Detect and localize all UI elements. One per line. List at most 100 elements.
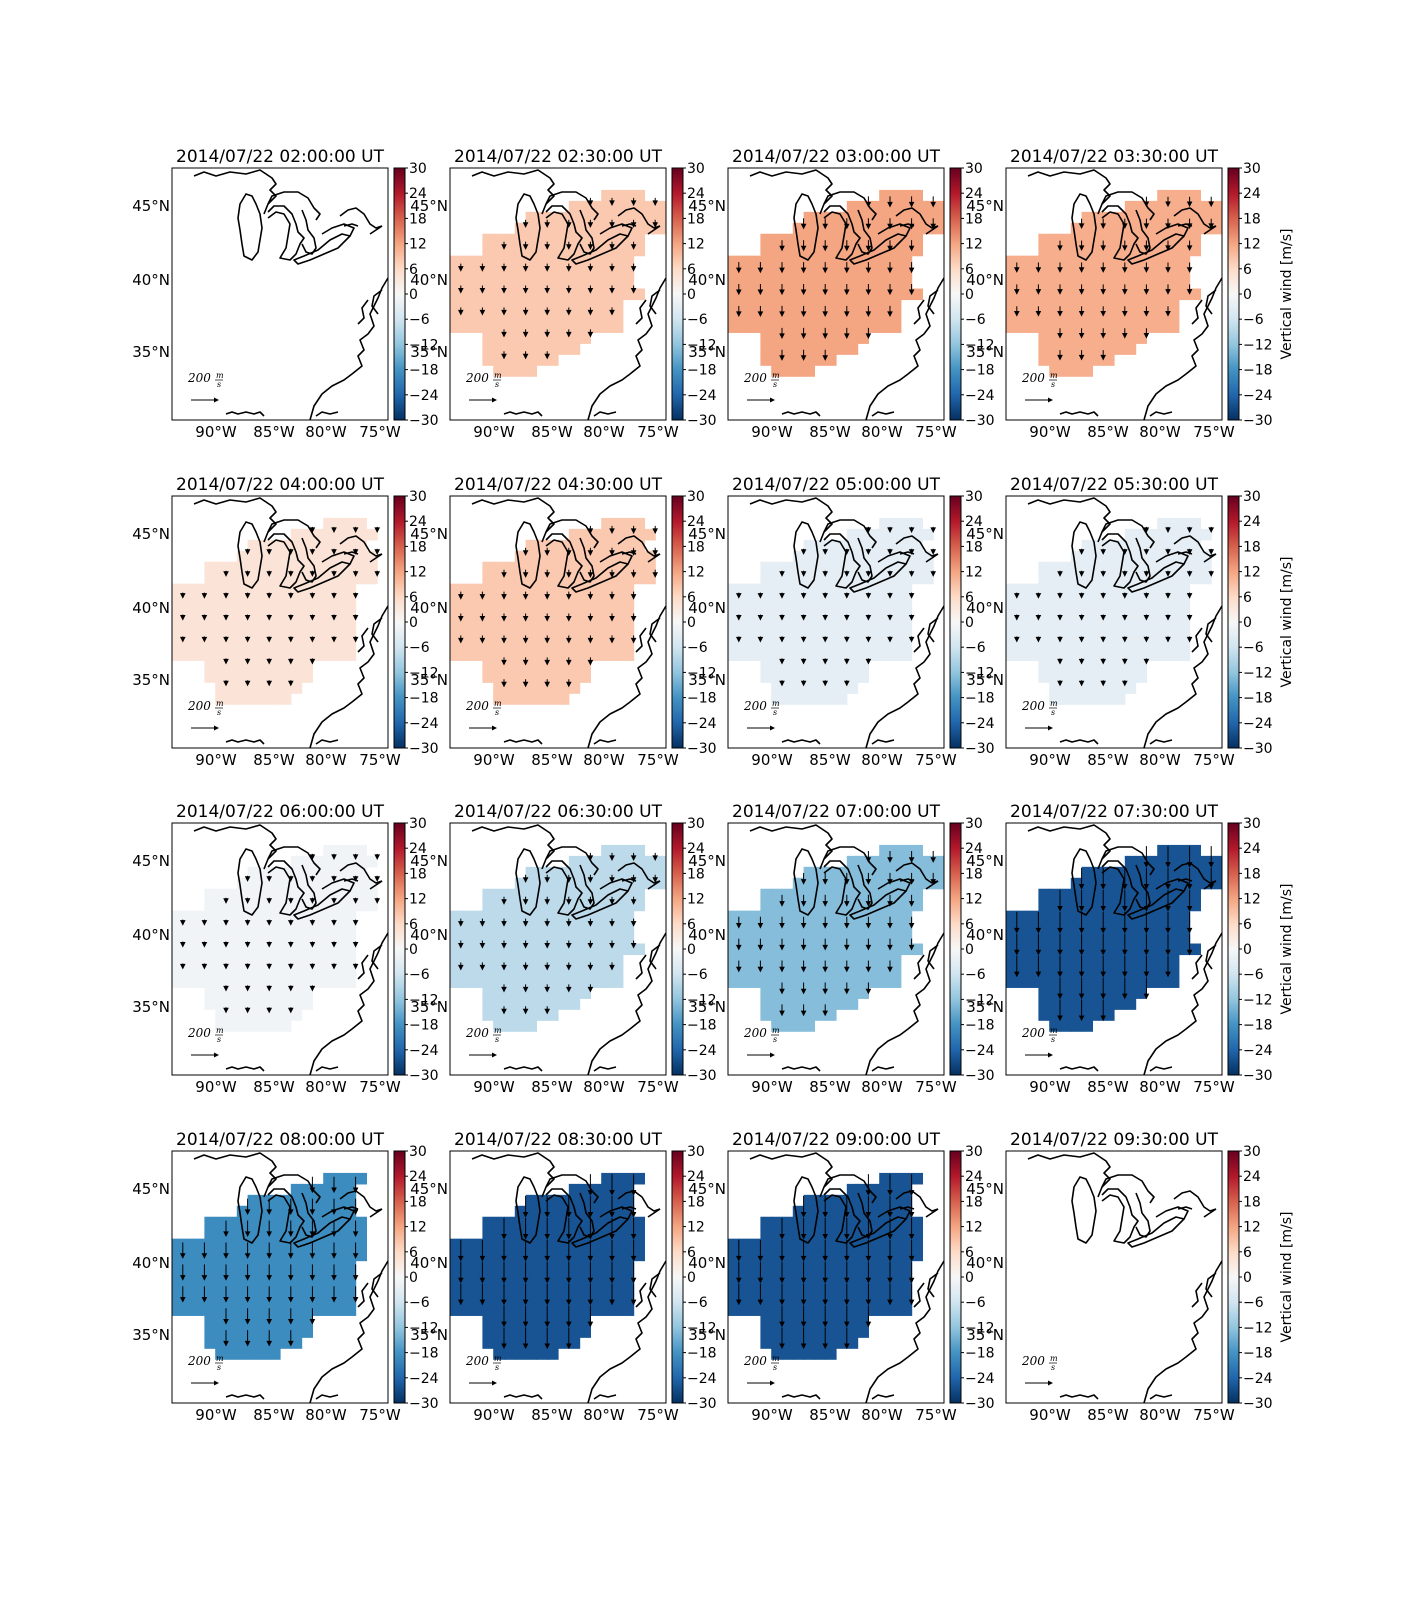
wind-cell	[460, 932, 473, 945]
coastline	[647, 880, 661, 890]
wind-cell	[1157, 877, 1169, 890]
wind-cell	[868, 550, 880, 563]
wind-cell	[355, 1172, 367, 1185]
wind-cell	[1135, 954, 1147, 967]
coastline	[309, 605, 388, 748]
wind-cell	[558, 605, 570, 618]
wind-cell	[879, 594, 891, 607]
wind-cell	[558, 572, 570, 585]
wind-cell	[760, 1009, 772, 1021]
wind-cell	[1146, 299, 1158, 312]
wind-arrow-head	[479, 1299, 486, 1306]
wind-arrow-head	[735, 636, 742, 643]
wind-cell	[258, 693, 270, 705]
colorbar-tick-label: 0	[409, 1270, 418, 1286]
wind-cell	[568, 638, 581, 650]
wind-cell	[760, 921, 772, 934]
wind-cell	[1027, 583, 1039, 596]
coastline	[1101, 846, 1155, 876]
wind-cell	[1006, 921, 1018, 934]
wind-cell	[355, 888, 367, 901]
coastline	[1143, 277, 1222, 420]
wind-cell	[868, 638, 880, 650]
wind-cell	[514, 1009, 527, 1021]
wind-cell	[568, 627, 581, 640]
wind-cell	[601, 288, 613, 301]
wind-cell	[825, 539, 837, 552]
coastline	[1155, 551, 1189, 565]
wind-cell	[1189, 561, 1201, 574]
wind-cell	[269, 1205, 281, 1218]
wind-cell	[803, 998, 815, 1010]
wind-cell	[460, 605, 473, 618]
lon-label: 90°W	[473, 423, 515, 441]
wind-cell	[1016, 605, 1029, 618]
wind-arrow-head	[201, 1275, 208, 1281]
wind-arrow-head	[757, 922, 764, 929]
wind-cell	[601, 1238, 613, 1251]
wind-cell	[1200, 572, 1212, 585]
wind-cell	[1189, 211, 1201, 224]
lon-label: 90°W	[195, 1406, 237, 1424]
wind-cell	[547, 1216, 559, 1229]
coastline	[1155, 223, 1189, 237]
wind-cell	[633, 572, 645, 585]
wind-cell	[558, 888, 570, 901]
wind-cell	[493, 693, 505, 705]
coastline	[515, 848, 541, 916]
wind-cell	[579, 1304, 591, 1316]
wind-arrow-head	[309, 1297, 316, 1303]
wind-cell	[1070, 649, 1083, 661]
wind-arrow-head	[287, 920, 294, 926]
wind-cell	[738, 321, 751, 333]
wind-cell	[771, 583, 783, 596]
wind-cell	[547, 332, 559, 344]
wind-cell	[525, 1282, 537, 1295]
lat-label: 35°N	[966, 998, 1004, 1016]
wind-cell	[323, 866, 335, 879]
wind-arrow-head	[800, 245, 807, 252]
coastline	[471, 169, 555, 215]
wind-cell	[857, 310, 869, 322]
wind-cell	[215, 1326, 227, 1338]
coastline	[1101, 519, 1155, 549]
wind-cell	[460, 1271, 473, 1284]
wind-cell	[836, 255, 848, 268]
colorbar-tick-label: −12	[687, 665, 717, 681]
wind-cell	[1189, 888, 1201, 901]
wind-arrow-head	[544, 637, 551, 644]
wind-cell	[803, 299, 815, 312]
wind-cell	[622, 1249, 635, 1262]
wind-cell	[568, 233, 581, 246]
lon-label: 85°W	[1087, 423, 1129, 441]
wind-cell	[247, 932, 259, 945]
wind-cell	[879, 572, 891, 585]
wind-cell	[568, 888, 581, 901]
wind-cell	[493, 682, 505, 694]
wind-cell	[760, 605, 772, 618]
wind-cell	[1211, 855, 1222, 868]
wind-cell	[1200, 550, 1212, 563]
wind-cell	[1124, 855, 1137, 868]
wind-arrow-head	[309, 898, 316, 904]
wind-cell	[536, 616, 548, 629]
wind-cell	[1178, 888, 1191, 901]
wind-cell	[900, 844, 913, 857]
wind-cell	[1168, 233, 1180, 246]
wind-cell	[1049, 332, 1061, 344]
wind-arrow-head	[843, 571, 850, 577]
coastline	[1149, 1066, 1173, 1072]
wind-cell	[1168, 572, 1180, 585]
wind-cell	[1081, 965, 1093, 977]
wind-cell	[771, 233, 783, 246]
wind-cell	[1049, 954, 1061, 967]
wind-cell	[215, 1282, 227, 1295]
wind-cell	[1027, 954, 1039, 967]
wind-cell	[514, 1249, 527, 1262]
wind-arrow-head	[266, 1209, 273, 1216]
wind-arrow-head	[865, 615, 872, 621]
wind-cell	[547, 921, 559, 934]
lat-label: 35°N	[688, 343, 726, 361]
wind-cell	[622, 638, 635, 650]
wind-cell	[290, 1337, 303, 1349]
